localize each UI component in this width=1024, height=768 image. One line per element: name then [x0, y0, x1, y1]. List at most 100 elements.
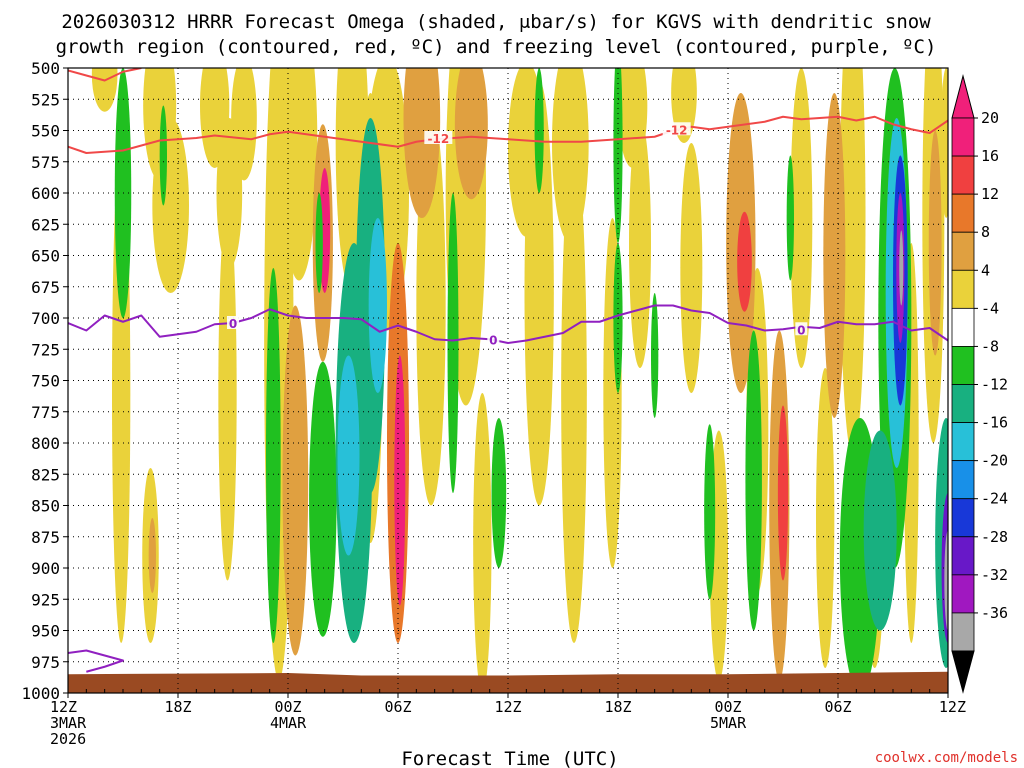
colorbar-bin — [951, 231, 975, 271]
x-tick-label: 5MAR — [710, 714, 747, 732]
y-tick-label: 775 — [31, 403, 60, 422]
y-tick-label: 575 — [31, 153, 60, 172]
y-tick-label: 825 — [31, 465, 60, 484]
omega-region — [218, 205, 237, 581]
contour-label-bg — [662, 122, 691, 136]
y-tick-label: 700 — [31, 309, 60, 328]
y-tick-label: 525 — [31, 90, 60, 109]
omega-region — [629, 118, 651, 368]
omega-region — [394, 355, 406, 606]
colorbar-bin — [951, 612, 975, 652]
contour-label: -12 — [427, 132, 449, 146]
omega-region — [491, 418, 507, 568]
omega-region — [231, 68, 257, 181]
contour-dgz-minus12 — [68, 115, 948, 154]
site-credit: coolwx.com/models — [875, 750, 1018, 766]
y-tick-label: 1000 — [21, 684, 60, 703]
omega-region — [899, 230, 904, 306]
omega-region — [651, 293, 659, 418]
omega-region — [839, 68, 866, 456]
x-tick-label: 18Z — [164, 698, 191, 716]
pressure-axis: 500 525 550 575 600 625 650 675 700 725 750 775 800 8… — [21, 59, 68, 703]
omega-region — [777, 405, 789, 581]
y-tick-label: 650 — [31, 247, 60, 266]
omega-region — [337, 355, 360, 556]
colorbar-bin — [951, 346, 975, 385]
y-tick-label: 800 — [31, 434, 60, 453]
y-tick-label: 550 — [31, 122, 60, 141]
colorbar-label: 8 — [981, 223, 990, 241]
omega-region — [309, 361, 337, 637]
omega-region — [816, 368, 835, 668]
omega-region — [790, 68, 813, 368]
contour-freezing-level-0-lower — [68, 649, 124, 673]
x-tick-label: 12Z — [494, 698, 521, 716]
y-tick-label: 875 — [31, 528, 60, 547]
contour-label: 0 — [229, 317, 237, 331]
colorbar-bin — [951, 460, 975, 500]
colorbar-bottom-arrow — [951, 650, 975, 694]
omega-region — [282, 305, 309, 656]
x-tick-label: 4MAR — [270, 714, 307, 732]
contour-label: 0 — [489, 333, 497, 347]
colorbar-bin — [951, 498, 975, 538]
omega-region — [680, 143, 703, 393]
colorbar-label: -8 — [981, 337, 999, 355]
omega-region — [159, 105, 167, 206]
contour-label-bg — [227, 316, 239, 329]
x-tick-label: 12Z — [50, 698, 77, 716]
colorbar-label: -28 — [981, 528, 1008, 546]
y-tick-label: 950 — [31, 622, 60, 641]
chart-title-line-1: 2026030312 HRRR Forecast Omega (shaded, … — [61, 11, 931, 33]
y-tick-label: 750 — [31, 372, 60, 391]
colorbar-label: 12 — [981, 185, 999, 203]
omega-region — [368, 218, 388, 393]
omega-region — [315, 193, 323, 293]
colorbar-bin — [951, 536, 975, 576]
omega-region — [473, 393, 492, 693]
omega-region — [280, 68, 318, 281]
contour-lines: -12 -12 0 0 0 — [68, 68, 948, 673]
colorbar-bin — [951, 117, 975, 157]
colorbar-label: 16 — [981, 147, 999, 165]
omega-region — [944, 530, 948, 631]
colorbar-label: -20 — [981, 452, 1008, 470]
omega-region — [152, 118, 190, 293]
omega-region — [786, 155, 794, 281]
colorbar-label: -24 — [981, 490, 1008, 508]
omega-region — [534, 68, 544, 193]
contour-label: -12 — [666, 123, 688, 137]
colorbar-label: -32 — [981, 566, 1008, 584]
omega-colorbar: 20 16 12 8 4 -4 -8 -12 -16 -20 -24 -28 -32 -36 — [951, 74, 1008, 694]
omega-region — [454, 68, 488, 200]
contour-label-bg — [424, 131, 453, 144]
omega-region — [447, 193, 459, 493]
y-tick-label: 925 — [31, 590, 60, 609]
y-tick-label: 725 — [31, 340, 60, 359]
colorbar-label: -36 — [981, 604, 1008, 622]
y-tick-label: 900 — [31, 559, 60, 578]
omega-region — [928, 130, 942, 356]
x-tick-label: 12Z — [939, 698, 966, 716]
omega-region — [403, 68, 441, 218]
colorbar-bin — [951, 307, 975, 347]
terrain-layer — [68, 671, 948, 693]
chart-title-line-2: growth region (contoured, red, ºC) and f… — [56, 36, 937, 58]
terrain-surface — [68, 671, 948, 693]
colorbar-label: -16 — [981, 414, 1008, 432]
x-axis-title: Forecast Time (UTC) — [401, 748, 618, 768]
omega-region — [148, 518, 156, 593]
contour-label-bg — [795, 322, 808, 336]
omega-region — [266, 268, 281, 643]
omega-region — [863, 430, 897, 631]
colorbar-top-arrow — [951, 74, 975, 119]
x-tick-label: 06Z — [824, 698, 851, 716]
colorbar-label: 4 — [981, 261, 990, 279]
grid-lines — [67, 67, 949, 694]
omega-region — [561, 143, 587, 643]
colorbar-bin — [951, 155, 975, 195]
y-tick-label: 675 — [31, 278, 60, 297]
omega-region — [737, 211, 752, 312]
omega-region — [524, 80, 554, 506]
